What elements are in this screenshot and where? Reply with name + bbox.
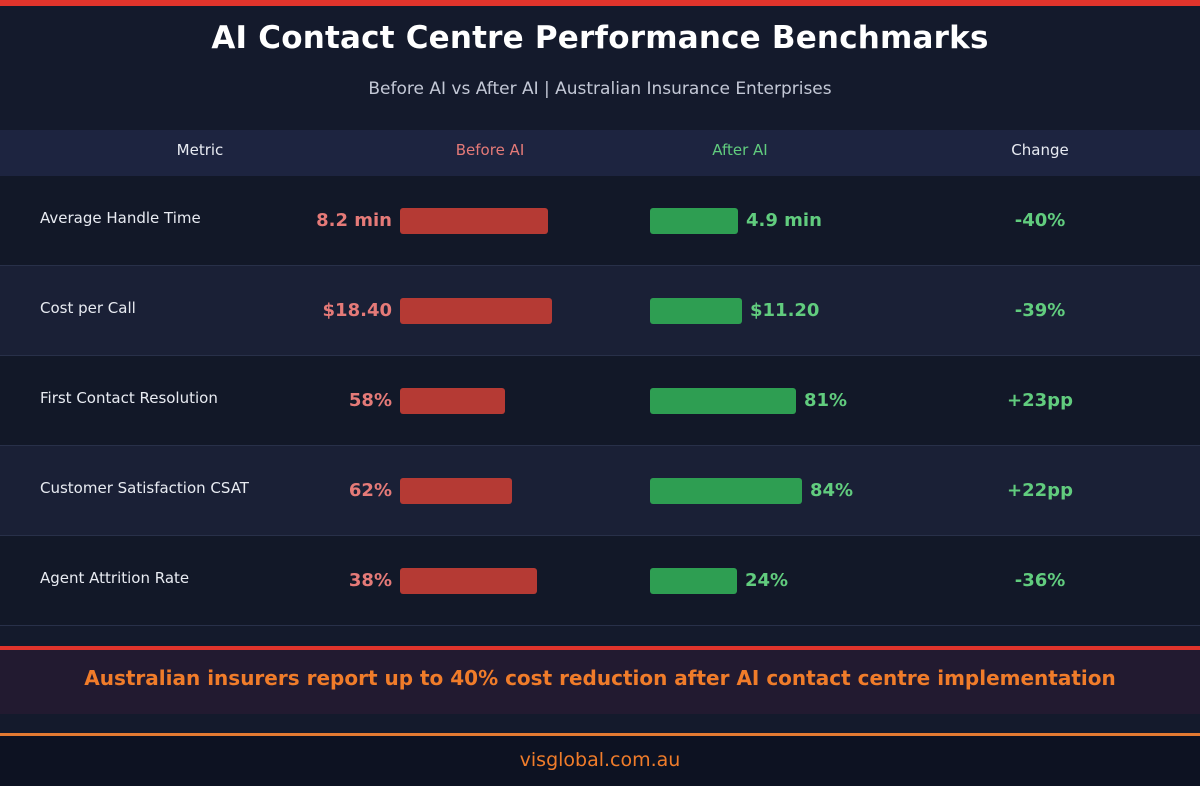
before-ai-value-label: $18.40 <box>322 300 392 321</box>
change-value: -40% <box>1014 210 1066 231</box>
table-row: Average Handle Time 8.2 min 4.9 min -40% <box>0 176 1200 266</box>
header-metric: Metric <box>176 141 224 159</box>
change-value: -36% <box>1014 570 1066 591</box>
after-ai-bar <box>650 208 738 234</box>
before-ai-value-label: 62% <box>348 480 392 501</box>
chart-subtitle: Before AI vs After AI | Australian Insur… <box>368 79 832 99</box>
table-row: First Contact Resolution 58% 81% +23pp <box>0 356 1200 446</box>
change-value: -39% <box>1014 300 1066 321</box>
footer-link[interactable]: visglobal.com.au <box>519 749 681 771</box>
before-ai-bar <box>400 478 512 504</box>
chart-title: AI Contact Centre Performance Benchmarks <box>211 20 989 56</box>
table-row: Cost per Call $18.40 $11.20 -39% <box>0 266 1200 356</box>
before-ai-bar <box>400 568 537 594</box>
after-ai-bar <box>650 388 796 414</box>
before-ai-value-label: 8.2 min <box>316 210 392 231</box>
callout-text: Australian insurers report up to 40% cos… <box>84 666 1116 690</box>
metric-label: Customer Satisfaction CSAT <box>40 479 249 497</box>
footer: visglobal.com.au <box>0 733 1200 786</box>
after-ai-value-label: 4.9 min <box>746 210 822 231</box>
after-ai-value-label: 84% <box>810 480 854 501</box>
before-ai-value-label: 58% <box>348 390 392 411</box>
header-after-ai: After AI <box>712 141 768 159</box>
before-ai-bar <box>400 208 548 234</box>
header-change: Change <box>1011 141 1069 159</box>
top-accent-stripe <box>0 0 1200 6</box>
table-header: Metric Before AI After AI Change <box>0 130 1200 176</box>
metric-label: Cost per Call <box>40 299 136 317</box>
change-value: +23pp <box>1007 390 1073 411</box>
metric-label: Average Handle Time <box>40 209 201 227</box>
after-ai-bar <box>650 298 742 324</box>
change-value: +22pp <box>1007 480 1073 501</box>
benchmark-rows: Average Handle Time 8.2 min 4.9 min -40% Cos… <box>0 176 1200 626</box>
table-row: Agent Attrition Rate 38% 24% -36% <box>0 536 1200 626</box>
before-ai-bar <box>400 388 505 414</box>
after-ai-value-label: 24% <box>745 570 789 591</box>
callout-banner: Australian insurers report up to 40% cos… <box>0 646 1200 714</box>
before-ai-bar <box>400 298 552 324</box>
metric-label: Agent Attrition Rate <box>40 569 190 587</box>
after-ai-bar <box>650 478 802 504</box>
after-ai-bar <box>650 568 737 594</box>
before-ai-value-label: 38% <box>348 570 392 591</box>
after-ai-value-label: 81% <box>804 390 848 411</box>
table-row: Customer Satisfaction CSAT 62% 84% +22pp <box>0 446 1200 536</box>
header-before-ai: Before AI <box>455 141 525 159</box>
metric-label: First Contact Resolution <box>40 389 218 407</box>
after-ai-value-label: $11.20 <box>750 300 820 321</box>
